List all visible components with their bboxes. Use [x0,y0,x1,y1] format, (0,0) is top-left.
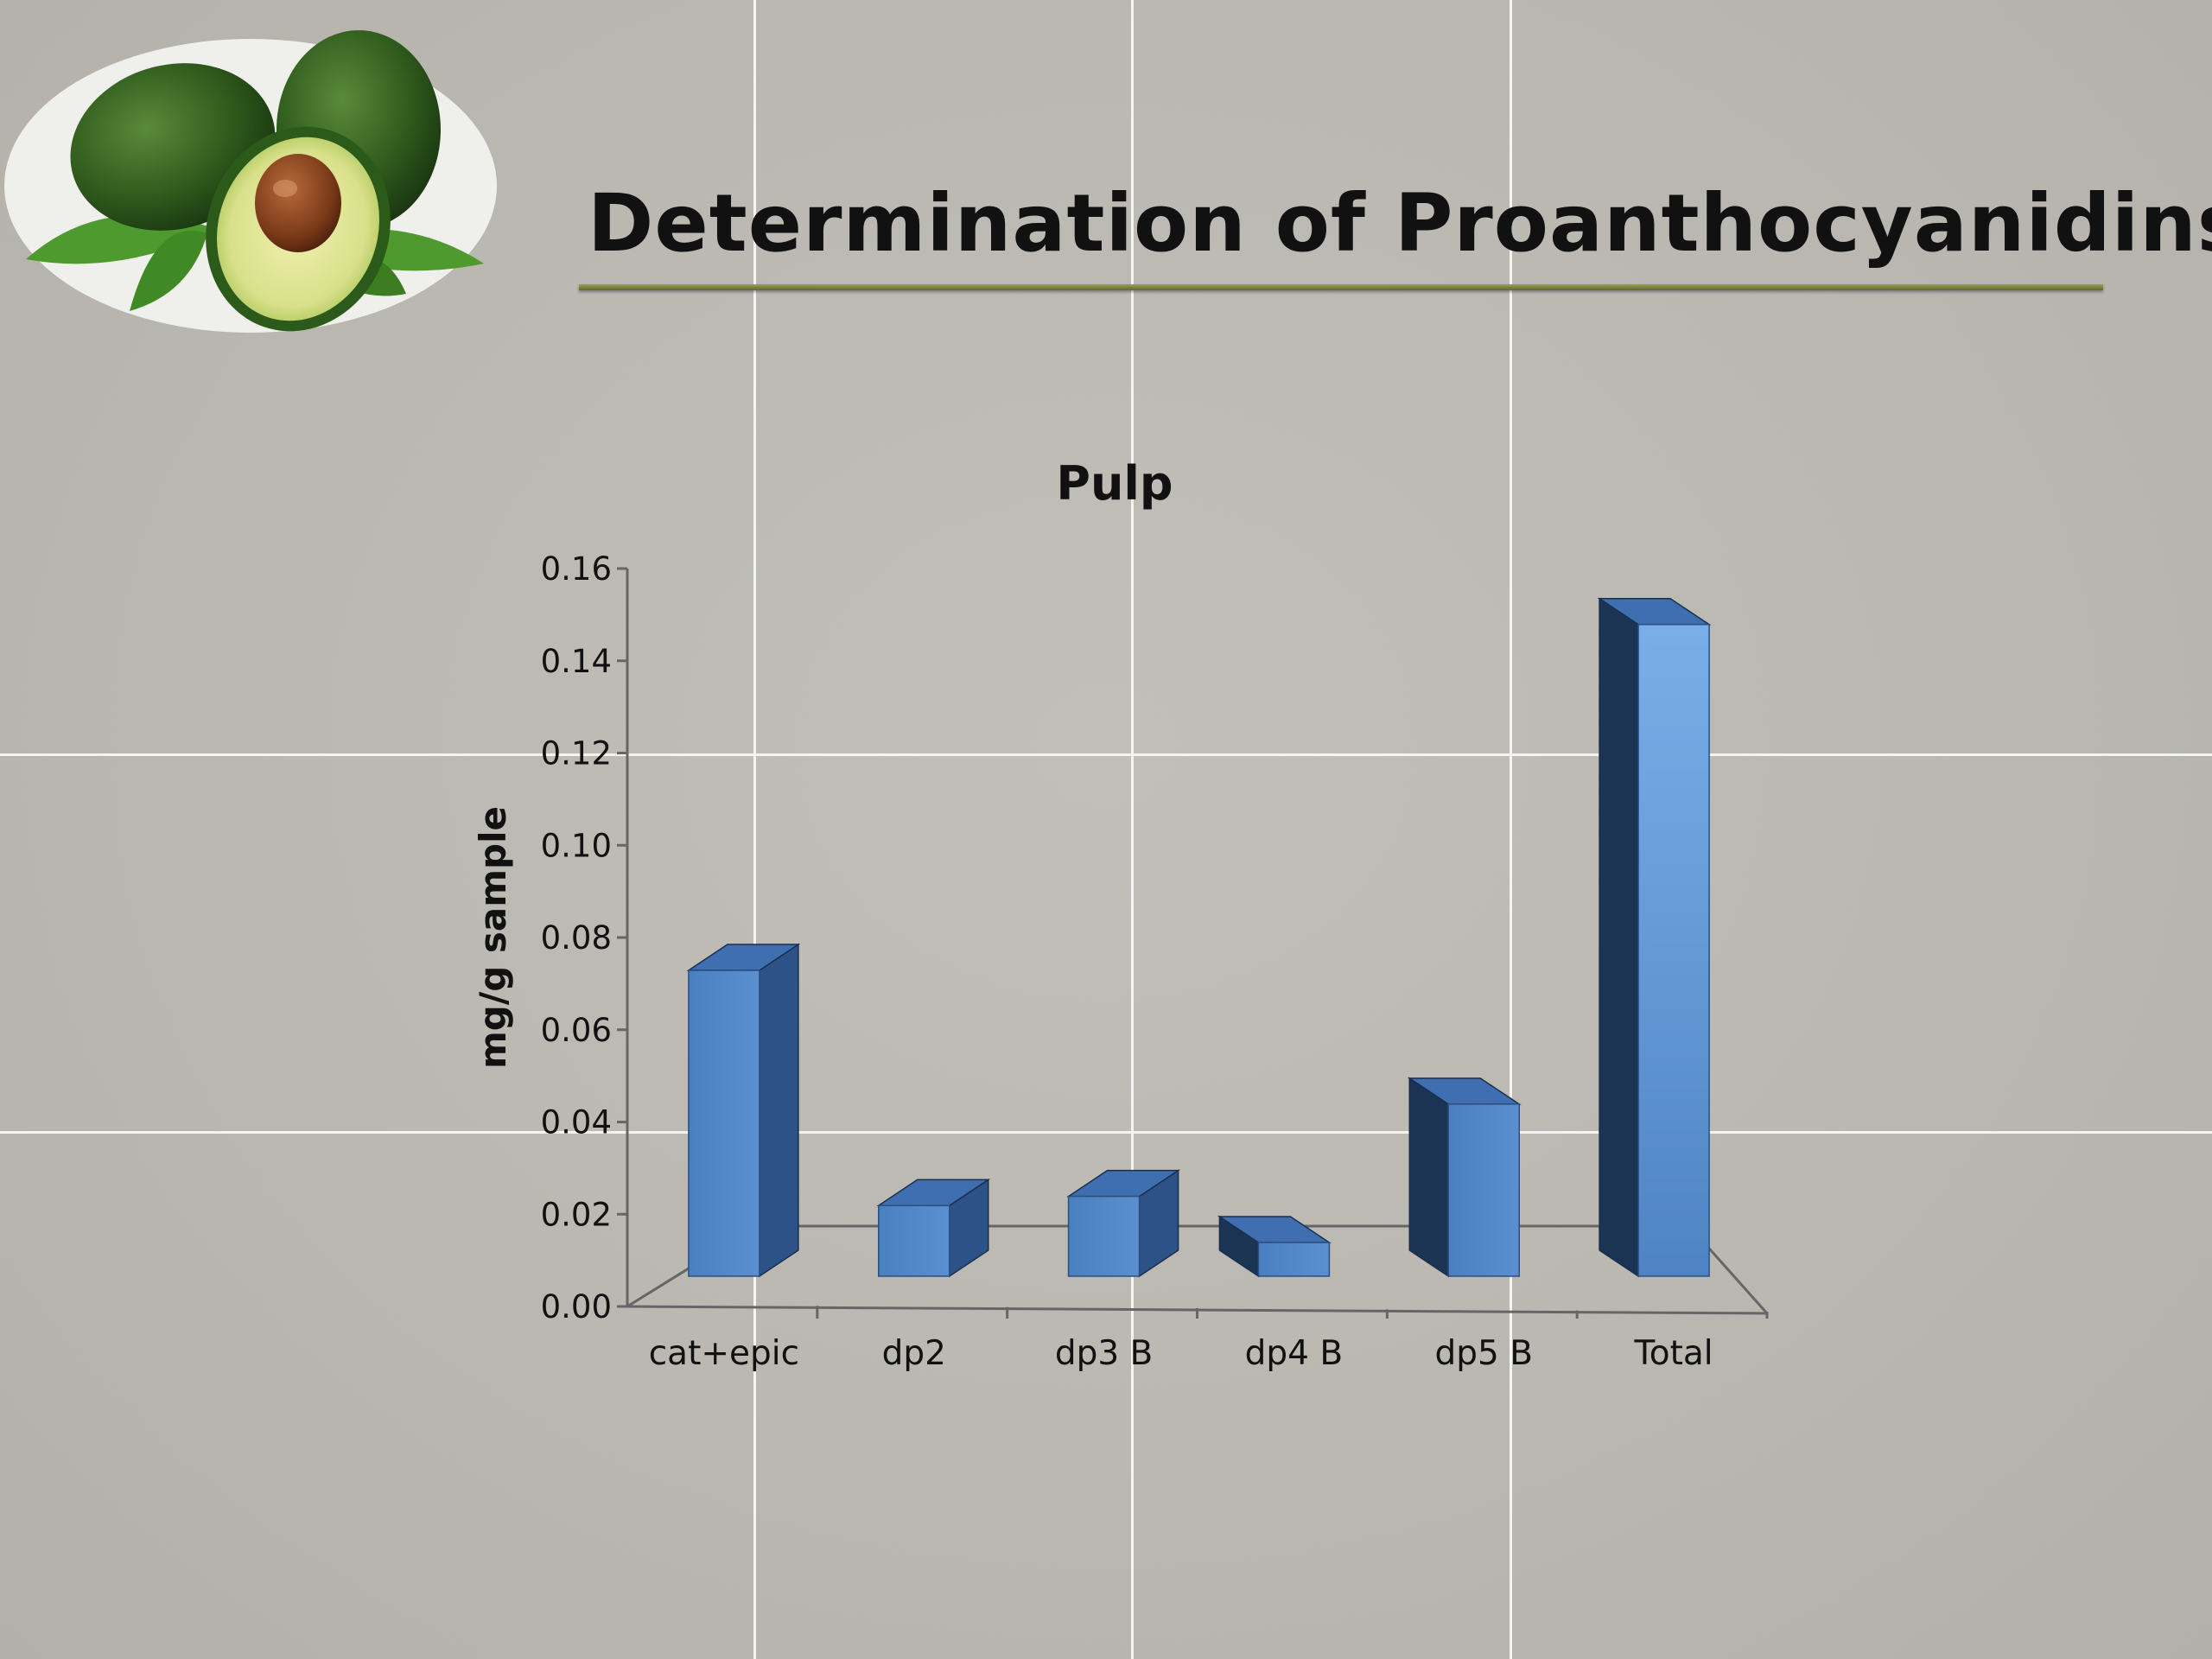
y-tick-label: 0.10 [541,827,612,864]
x-tick-label: Total [1634,1334,1713,1373]
x-tick-label: dp2 [882,1334,946,1373]
bar [1217,1215,1332,1278]
y-tick-label: 0.02 [541,1196,612,1233]
y-tick-label: 0.06 [541,1012,612,1049]
x-tick-label: dp5 B [1435,1334,1533,1373]
grid-line-horizontal [0,1131,2212,1134]
y-tick-label: 0.04 [541,1104,612,1141]
bar [1066,1169,1181,1278]
y-axis-label: mg/g sample [472,806,514,1069]
x-tick-label: cat+epic [649,1334,799,1373]
x-tick-label: dp4 B [1245,1334,1343,1373]
grid-line-horizontal [0,753,2212,756]
y-tick-label: 0.00 [541,1288,612,1325]
slide-title: Determination of Proanthocyanidins [588,177,2212,270]
bar [876,1178,991,1278]
bar [1407,1077,1522,1278]
y-tick-label: 0.12 [541,735,612,772]
y-tick-label: 0.14 [541,643,612,680]
grid-line-vertical [753,0,756,1659]
bar [686,943,801,1278]
title-underline [579,284,2103,290]
bar [1597,597,1712,1278]
grid-line-vertical [1510,0,1512,1659]
avocado-illustration [4,30,497,333]
x-tick-label: dp3 B [1055,1334,1153,1373]
y-tick-label: 0.16 [541,550,612,588]
chart-title: Pulp [1056,456,1173,511]
grid-line-vertical [1131,0,1134,1659]
y-tick-label: 0.08 [541,919,612,957]
